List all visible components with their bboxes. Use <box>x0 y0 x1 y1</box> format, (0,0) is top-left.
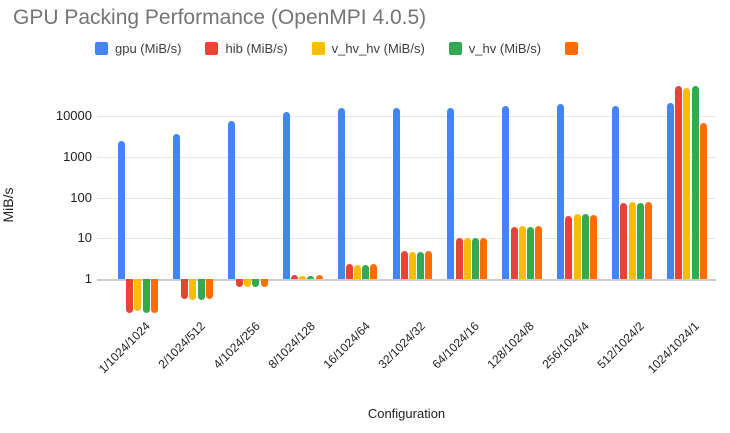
bar-gpu-256/1024/4 <box>557 104 565 279</box>
bar-series4-2/1024/512 <box>205 279 213 300</box>
bar-v_hv_hv-64/1024/16 <box>463 238 471 279</box>
bar-v_hv_hv-128/1024/8 <box>518 226 526 279</box>
bar-gpu-16/1024/64 <box>337 107 345 279</box>
gridline <box>97 116 716 118</box>
bar-gpu-1024/1024/1 <box>667 103 674 279</box>
bar-hib-32/1024/32 <box>400 251 408 279</box>
bar-series4-1024/1024/1 <box>699 123 707 279</box>
bar-gpu-128/1024/8 <box>502 105 510 279</box>
bar-v_hv_hv-16/1024/64 <box>354 265 361 279</box>
bar-v_hv-8/1024/128 <box>307 275 315 279</box>
bar-hib-1/1024/1024 <box>126 279 134 313</box>
bar-series4-1/1024/1024 <box>150 279 158 313</box>
bar-series4-512/1024/2 <box>644 202 652 279</box>
legend-swatch-icon <box>311 42 325 55</box>
bar-series4-32/1024/32 <box>425 250 433 279</box>
bar-series4-4/1024/256 <box>260 279 268 287</box>
legend-item-hib[interactable]: hib (MiB/s) <box>205 41 288 56</box>
bar-gpu-512/1024/2 <box>612 106 620 279</box>
legend-swatch-icon <box>448 42 462 55</box>
y-axis-title: MiB/s <box>0 187 16 223</box>
bar-series4-64/1024/16 <box>480 238 488 279</box>
bar-v_hv_hv-1024/1024/1 <box>683 87 691 279</box>
bar-hib-256/1024/4 <box>565 215 573 279</box>
bar-gpu-1/1024/1024 <box>118 140 125 279</box>
bar-v_hv-512/1024/2 <box>636 203 644 279</box>
legend-swatch-icon <box>205 42 219 55</box>
bar-v_hv_hv-512/1024/2 <box>628 201 636 279</box>
chart-legend: gpu (MiB/s) hib (MiB/s) v_hv_hv (MiB/s) v_h… <box>95 41 579 56</box>
bar-hib-512/1024/2 <box>620 203 628 279</box>
legend-label: hib (MiB/s) <box>225 41 288 56</box>
bar-gpu-8/1024/128 <box>282 111 290 279</box>
legend-label: v_hv_hv (MiB/s) <box>331 41 425 56</box>
bar-hib-1024/1024/1 <box>675 86 683 279</box>
legend-item-v_hv[interactable]: v_hv (MiB/s) <box>448 41 542 56</box>
bar-hib-128/1024/8 <box>510 226 518 279</box>
y-tick-label: 10 <box>77 230 92 246</box>
bar-series4-256/1024/4 <box>590 214 597 279</box>
y-tick-label: 100 <box>70 189 92 205</box>
bar-v_hv_hv-4/1024/256 <box>244 279 252 287</box>
bar-v_hv-4/1024/256 <box>252 279 260 287</box>
bar-v_hv_hv-2/1024/512 <box>189 279 197 301</box>
bar-v_hv-128/1024/8 <box>526 226 534 279</box>
bar-gpu-32/1024/32 <box>392 107 400 279</box>
chart-title: GPU Packing Performance (OpenMPI 4.0.5) <box>13 6 427 29</box>
bar-hib-2/1024/512 <box>181 279 189 300</box>
bar-v_hv_hv-1/1024/1024 <box>134 279 142 312</box>
bar-gpu-4/1024/256 <box>227 121 235 279</box>
x-axis-line <box>97 279 716 281</box>
gridline <box>97 156 716 158</box>
bar-v_hv-2/1024/512 <box>197 279 205 301</box>
bar-v_hv-32/1024/32 <box>417 252 425 279</box>
legend-swatch-icon <box>95 42 108 55</box>
bar-gpu-64/1024/16 <box>447 107 455 279</box>
legend-swatch-icon <box>565 42 579 55</box>
bar-v_hv-64/1024/16 <box>472 238 479 279</box>
bar-v_hv_hv-8/1024/128 <box>299 275 307 279</box>
bar-gpu-2/1024/512 <box>172 133 180 279</box>
gridline <box>97 197 716 199</box>
legend-label: gpu (MiB/s) <box>115 41 182 56</box>
bar-v_hv-1/1024/1024 <box>142 279 150 313</box>
bar-v_hv-1024/1024/1 <box>691 85 699 279</box>
bar-series4-128/1024/8 <box>535 226 543 279</box>
bar-hib-64/1024/16 <box>455 238 463 279</box>
bar-series4-16/1024/64 <box>370 263 378 279</box>
gridline <box>97 238 716 240</box>
bar-v_hv-256/1024/4 <box>581 214 589 279</box>
x-axis-title: Configuration <box>367 406 446 421</box>
legend-item-gpu[interactable]: gpu (MiB/s) <box>95 41 181 56</box>
legend-item-series4[interactable] <box>565 42 579 55</box>
bar-hib-4/1024/256 <box>236 279 243 287</box>
legend-item-v_hv_hv[interactable]: v_hv_hv (MiB/s) <box>311 41 425 56</box>
y-tick-label: 1 <box>84 271 92 286</box>
bar-v_hv_hv-32/1024/32 <box>408 252 416 279</box>
y-tick-label: 10000 <box>55 108 92 124</box>
bar-v_hv_hv-256/1024/4 <box>573 213 581 279</box>
bar-series4-8/1024/128 <box>315 275 323 279</box>
y-tick-label: 1000 <box>63 148 92 164</box>
bar-hib-16/1024/64 <box>345 263 353 279</box>
legend-label: v_hv (MiB/s) <box>468 41 542 56</box>
bar-hib-8/1024/128 <box>290 275 298 279</box>
bar-v_hv-16/1024/64 <box>362 265 370 279</box>
